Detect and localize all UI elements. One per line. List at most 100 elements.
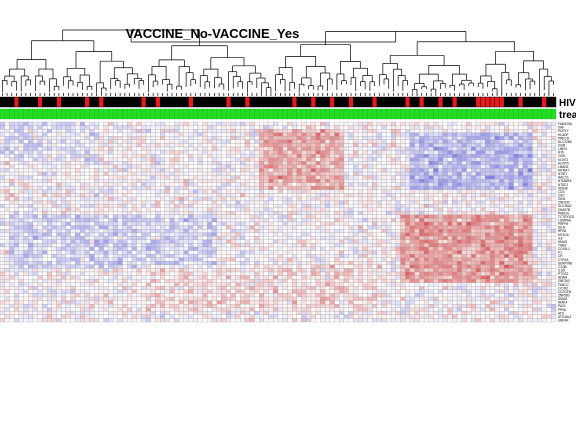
heatmap-cell xyxy=(117,164,123,169)
heatmap-cell xyxy=(9,250,15,255)
heatmap-cell xyxy=(273,154,279,158)
heatmap-cell xyxy=(423,225,429,230)
heatmap-cell xyxy=(329,211,335,215)
heatmap-cell xyxy=(508,132,514,137)
heatmap-cell xyxy=(56,225,62,230)
heatmap-cell xyxy=(419,239,425,244)
heatmap-cell xyxy=(499,221,505,226)
heatmap-cell xyxy=(51,225,57,230)
heatmap-cell xyxy=(273,232,279,237)
heatmap-cell xyxy=(117,196,123,201)
heatmap-cell xyxy=(551,214,557,219)
treatment-cell xyxy=(395,108,401,120)
heatmap-cell xyxy=(9,189,15,194)
treatment-cell xyxy=(414,108,420,120)
heatmap-cell xyxy=(376,246,382,251)
heatmap-cell xyxy=(409,157,415,162)
heatmap-cell xyxy=(376,200,382,205)
heatmap-cell xyxy=(240,161,246,165)
heatmap-cell xyxy=(532,164,538,169)
heatmap-cell xyxy=(249,154,255,158)
heatmap-cell xyxy=(532,225,538,230)
heatmap-cell xyxy=(438,171,444,176)
heatmap-cell xyxy=(532,243,538,248)
heatmap-cell xyxy=(376,225,382,230)
hiv-cell xyxy=(94,96,100,108)
heatmap-cell xyxy=(136,246,142,251)
heatmap-cell xyxy=(178,171,184,176)
heatmap-cell xyxy=(508,143,514,148)
heatmap-cell xyxy=(489,229,495,233)
heatmap-cell xyxy=(310,179,316,183)
heatmap-cell xyxy=(372,218,378,223)
heatmap-cell xyxy=(164,239,170,244)
heatmap-cell xyxy=(348,246,354,251)
heatmap-cell xyxy=(372,200,378,205)
heatmap-cell xyxy=(296,232,302,237)
treatment-cell xyxy=(438,108,444,120)
heatmap-cell xyxy=(259,232,264,237)
heatmap-cell xyxy=(367,229,373,233)
heatmap-cell xyxy=(18,161,24,165)
heatmap-cell xyxy=(98,225,104,230)
heatmap-cell xyxy=(268,239,274,244)
heatmap-cell xyxy=(84,136,90,140)
heatmap-cell xyxy=(301,150,307,155)
heatmap-cell xyxy=(428,200,434,205)
heatmap-cell xyxy=(70,232,76,237)
heatmap-cell xyxy=(367,218,373,223)
heatmap-cell xyxy=(310,239,316,244)
heatmap-cell xyxy=(386,164,392,169)
heatmap-cell xyxy=(527,132,533,137)
heatmap-cell xyxy=(353,143,359,148)
heatmap-cell xyxy=(381,121,387,126)
heatmap-cell xyxy=(94,211,100,215)
heatmap-cell xyxy=(150,132,156,137)
heatmap-cell xyxy=(306,207,312,212)
heatmap-cell xyxy=(65,121,71,126)
heatmap-cell xyxy=(348,207,354,212)
heatmap-cell xyxy=(508,157,514,162)
heatmap-cell xyxy=(249,161,255,165)
heatmap-cell xyxy=(259,239,264,244)
heatmap-cell xyxy=(400,168,406,173)
heatmap-cell xyxy=(518,164,524,169)
heatmap-cell xyxy=(244,186,250,190)
heatmap-cell xyxy=(103,211,109,215)
heatmap-cell xyxy=(273,168,279,173)
heatmap-cell xyxy=(145,161,151,165)
heatmap-cell xyxy=(216,211,222,215)
heatmap-cell xyxy=(174,200,180,205)
heatmap-cell xyxy=(230,129,236,133)
heatmap-cell xyxy=(141,182,147,187)
heatmap-cell xyxy=(230,150,236,155)
heatmap-cell xyxy=(527,211,533,215)
heatmap-cell xyxy=(475,204,481,208)
heatmap-cell xyxy=(508,161,514,165)
heatmap-cell xyxy=(310,146,316,151)
heatmap-cell xyxy=(428,136,434,140)
heatmap-cell xyxy=(108,154,114,158)
heatmap-cell xyxy=(216,232,222,237)
heatmap-cell xyxy=(277,164,283,169)
heatmap-cell xyxy=(42,193,48,198)
heatmap-cell xyxy=(541,150,547,155)
heatmap-cell xyxy=(442,207,448,212)
heatmap-cell xyxy=(494,161,500,165)
heatmap-cell xyxy=(32,229,38,233)
heatmap-cell xyxy=(61,171,67,176)
heatmap-cell xyxy=(423,171,429,176)
heatmap-cell xyxy=(480,132,486,137)
heatmap-cell xyxy=(226,246,232,251)
heatmap-cell xyxy=(381,214,387,219)
heatmap-cell xyxy=(362,221,368,226)
heatmap-cell xyxy=(155,132,161,137)
heatmap-cell xyxy=(405,200,411,205)
heatmap-cell xyxy=(466,143,472,148)
heatmap-cell xyxy=(259,236,264,240)
heatmap-cell xyxy=(42,129,48,133)
heatmap-cell xyxy=(122,196,128,201)
heatmap-cell xyxy=(216,204,222,208)
heatmap-cell xyxy=(127,125,133,130)
heatmap-cell xyxy=(442,189,448,194)
